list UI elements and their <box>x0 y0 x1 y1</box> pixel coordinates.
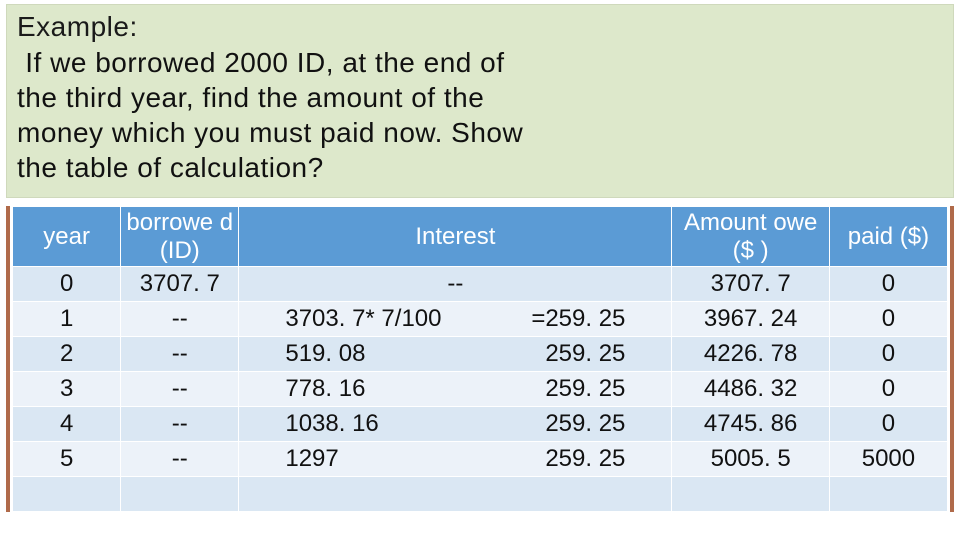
cell-year: 3 <box>13 372 121 407</box>
interest-right: 259. 25 <box>455 409 665 439</box>
cell-year: 0 <box>13 267 121 302</box>
cell-paid: 0 <box>829 407 947 442</box>
interest-right: 259. 25 <box>455 339 665 369</box>
interest-right: 259. 25 <box>455 374 665 404</box>
cell-owe: 5005. 5 <box>672 442 829 477</box>
cell-year: 2 <box>13 337 121 372</box>
table-row <box>13 477 948 512</box>
table-row: 5 -- 1297 259. 25 5005. 5 5000 <box>13 442 948 477</box>
header-owe: Amount owe ($ ) <box>672 207 829 267</box>
cell-paid: 5000 <box>829 442 947 477</box>
cell-owe: 4226. 78 <box>672 337 829 372</box>
cell-empty <box>239 477 672 512</box>
table-row: 3 -- 778. 16 259. 25 4486. 32 0 <box>13 372 948 407</box>
header-interest: Interest <box>239 207 672 267</box>
cell-borrowed: -- <box>121 337 239 372</box>
example-body: If we borrowed 2000 ID, at the end of th… <box>17 45 943 185</box>
interest-left: 778. 16 <box>245 374 455 404</box>
cell-paid: 0 <box>829 302 947 337</box>
interest-left: 1297 <box>245 444 455 474</box>
cell-year: 4 <box>13 407 121 442</box>
cell-interest: 3703. 7* 7/100 =259. 25 <box>239 302 672 337</box>
cell-owe: 4486. 32 <box>672 372 829 407</box>
cell-paid: 0 <box>829 337 947 372</box>
cell-borrowed: -- <box>121 302 239 337</box>
cell-interest: 519. 08 259. 25 <box>239 337 672 372</box>
calculation-table: year borrowe d (ID) Interest Amount owe … <box>12 206 948 512</box>
table-row: 0 3707. 7 -- 3707. 7 0 <box>13 267 948 302</box>
cell-borrowed: -- <box>121 442 239 477</box>
cell-interest: 778. 16 259. 25 <box>239 372 672 407</box>
cell-empty <box>829 477 947 512</box>
cell-interest: 1038. 16 259. 25 <box>239 407 672 442</box>
example-box: Example: If we borrowed 2000 ID, at the … <box>6 4 954 198</box>
cell-owe: 3967. 24 <box>672 302 829 337</box>
table-row: 2 -- 519. 08 259. 25 4226. 78 0 <box>13 337 948 372</box>
table-container: year borrowe d (ID) Interest Amount owe … <box>6 206 954 512</box>
cell-empty <box>121 477 239 512</box>
cell-empty <box>13 477 121 512</box>
table-body: 0 3707. 7 -- 3707. 7 0 1 -- 3703. 7* 7/1… <box>13 267 948 512</box>
cell-year: 1 <box>13 302 121 337</box>
cell-owe: 4745. 86 <box>672 407 829 442</box>
header-year: year <box>13 207 121 267</box>
interest-right: 259. 25 <box>455 444 665 474</box>
table-row: 1 -- 3703. 7* 7/100 =259. 25 3967. 24 0 <box>13 302 948 337</box>
cell-empty <box>672 477 829 512</box>
interest-right: =259. 25 <box>455 304 665 334</box>
cell-paid: 0 <box>829 267 947 302</box>
cell-borrowed: -- <box>121 372 239 407</box>
interest-single: -- <box>245 269 665 299</box>
table-header-row: year borrowe d (ID) Interest Amount owe … <box>13 207 948 267</box>
cell-borrowed: -- <box>121 407 239 442</box>
cell-paid: 0 <box>829 372 947 407</box>
header-borrowed: borrowe d (ID) <box>121 207 239 267</box>
table-row: 4 -- 1038. 16 259. 25 4745. 86 0 <box>13 407 948 442</box>
cell-owe: 3707. 7 <box>672 267 829 302</box>
example-title: Example: <box>17 11 943 43</box>
interest-left: 1038. 16 <box>245 409 455 439</box>
header-paid: paid ($) <box>829 207 947 267</box>
cell-interest: -- <box>239 267 672 302</box>
interest-left: 3703. 7* 7/100 <box>245 304 455 334</box>
cell-borrowed: 3707. 7 <box>121 267 239 302</box>
interest-left: 519. 08 <box>245 339 455 369</box>
cell-year: 5 <box>13 442 121 477</box>
cell-interest: 1297 259. 25 <box>239 442 672 477</box>
